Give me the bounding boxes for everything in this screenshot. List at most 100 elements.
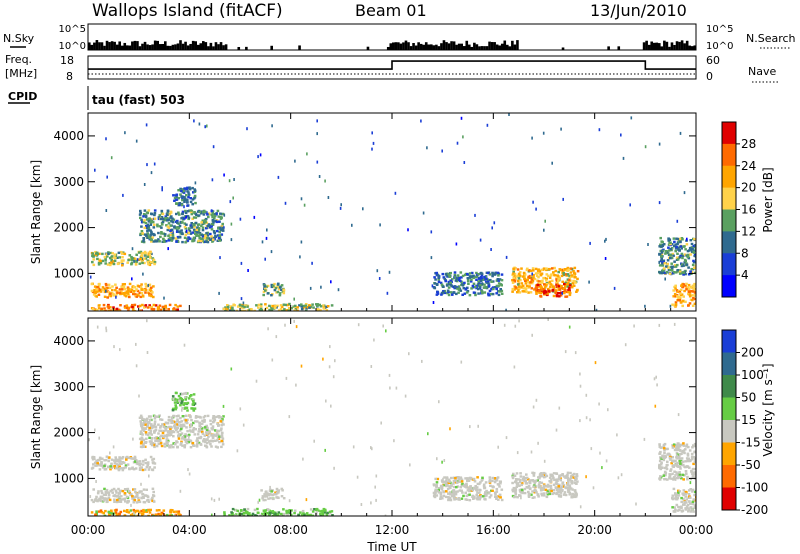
data-cell [225,307,228,310]
data-cell [180,402,183,405]
data-cell [669,469,672,472]
data-cell [192,191,195,194]
data-cell [568,293,572,297]
data-cell [515,275,518,278]
data-cell [183,197,187,200]
data-cell [659,463,663,466]
data-cell [153,262,156,266]
time-tick-label: 20:00 [577,523,612,537]
data-cell [671,497,674,500]
data-cell [305,307,308,310]
data-cell [675,448,679,452]
data-cell [693,450,696,454]
speckle-cell [407,228,409,232]
data-cell [138,511,141,514]
speckle-cell [454,276,456,280]
data-cell [192,236,196,239]
data-cell [690,250,694,253]
data-cell [141,232,144,235]
data-cell [556,283,560,287]
data-cell [447,481,451,485]
data-cell [453,498,456,501]
data-cell [491,292,495,296]
data-cell [149,233,152,236]
data-cell [178,202,181,205]
data-cell [112,262,116,266]
data-cell [150,437,154,440]
speckle-cell [300,364,303,368]
data-cell [136,460,139,463]
data-cell [251,512,255,516]
data-cell [104,493,108,497]
data-cell [150,443,154,447]
data-cell [688,302,692,305]
data-cell [284,303,288,307]
data-cell [98,510,101,513]
data-cell [497,282,501,285]
data-cell [113,256,116,259]
data-cell [115,290,119,293]
data-cell [566,478,570,481]
data-cell [176,240,180,243]
data-cell [155,437,159,440]
data-cell [689,502,692,505]
data-cell [103,255,107,259]
data-cell [459,271,463,274]
sky-bar [430,44,433,50]
data-cell [495,497,498,500]
data-cell [101,252,104,256]
data-cell [659,467,663,471]
data-cell [692,250,695,254]
data-cell [221,431,224,435]
data-cell [148,426,151,430]
velocity-cbar-label: Velocity [m s⁻¹] [761,363,775,456]
data-cell [481,291,484,295]
data-cell [469,485,472,488]
data-cell [123,514,127,516]
data-cell [178,429,182,432]
data-cell [260,512,264,516]
data-cell [207,237,211,240]
speckle-cell [371,447,373,451]
data-cell [302,512,305,515]
speckle-cell [427,432,429,436]
data-cell [167,444,170,447]
data-cell [667,249,671,252]
data-cell [210,228,214,231]
speckle-cell [96,325,99,329]
data-cell [670,269,674,272]
data-cell [118,460,121,463]
speckle-cell [131,277,133,281]
data-cell [674,284,677,287]
site-title: Wallops Island (fitACF) [92,1,283,21]
data-cell [219,215,222,218]
data-cell [541,268,545,271]
data-cell [97,490,100,493]
sky-bar [202,41,205,50]
data-cell [144,282,147,286]
data-cell [195,233,198,237]
data-cell [98,252,101,255]
data-cell [568,478,572,482]
data-cell [188,229,192,233]
data-cell [210,222,214,226]
freq-tick-high: 18 [60,54,74,67]
sky-bar [503,40,507,50]
speckle-cell [579,384,582,388]
data-cell [109,489,113,493]
data-cell [670,477,674,480]
data-cell [691,488,695,492]
data-cell [673,448,677,452]
data-cell [146,417,149,420]
speckle-cell [210,209,213,213]
data-cell [476,491,479,494]
data-cell [273,282,276,286]
data-cell [321,304,325,307]
data-cell [105,488,109,492]
data-cell [673,506,676,509]
data-cell [301,509,305,513]
colorbar-tick-label: -15 [741,436,761,450]
speckle-cell [115,295,117,299]
data-cell [487,285,491,288]
data-cell [106,296,109,299]
